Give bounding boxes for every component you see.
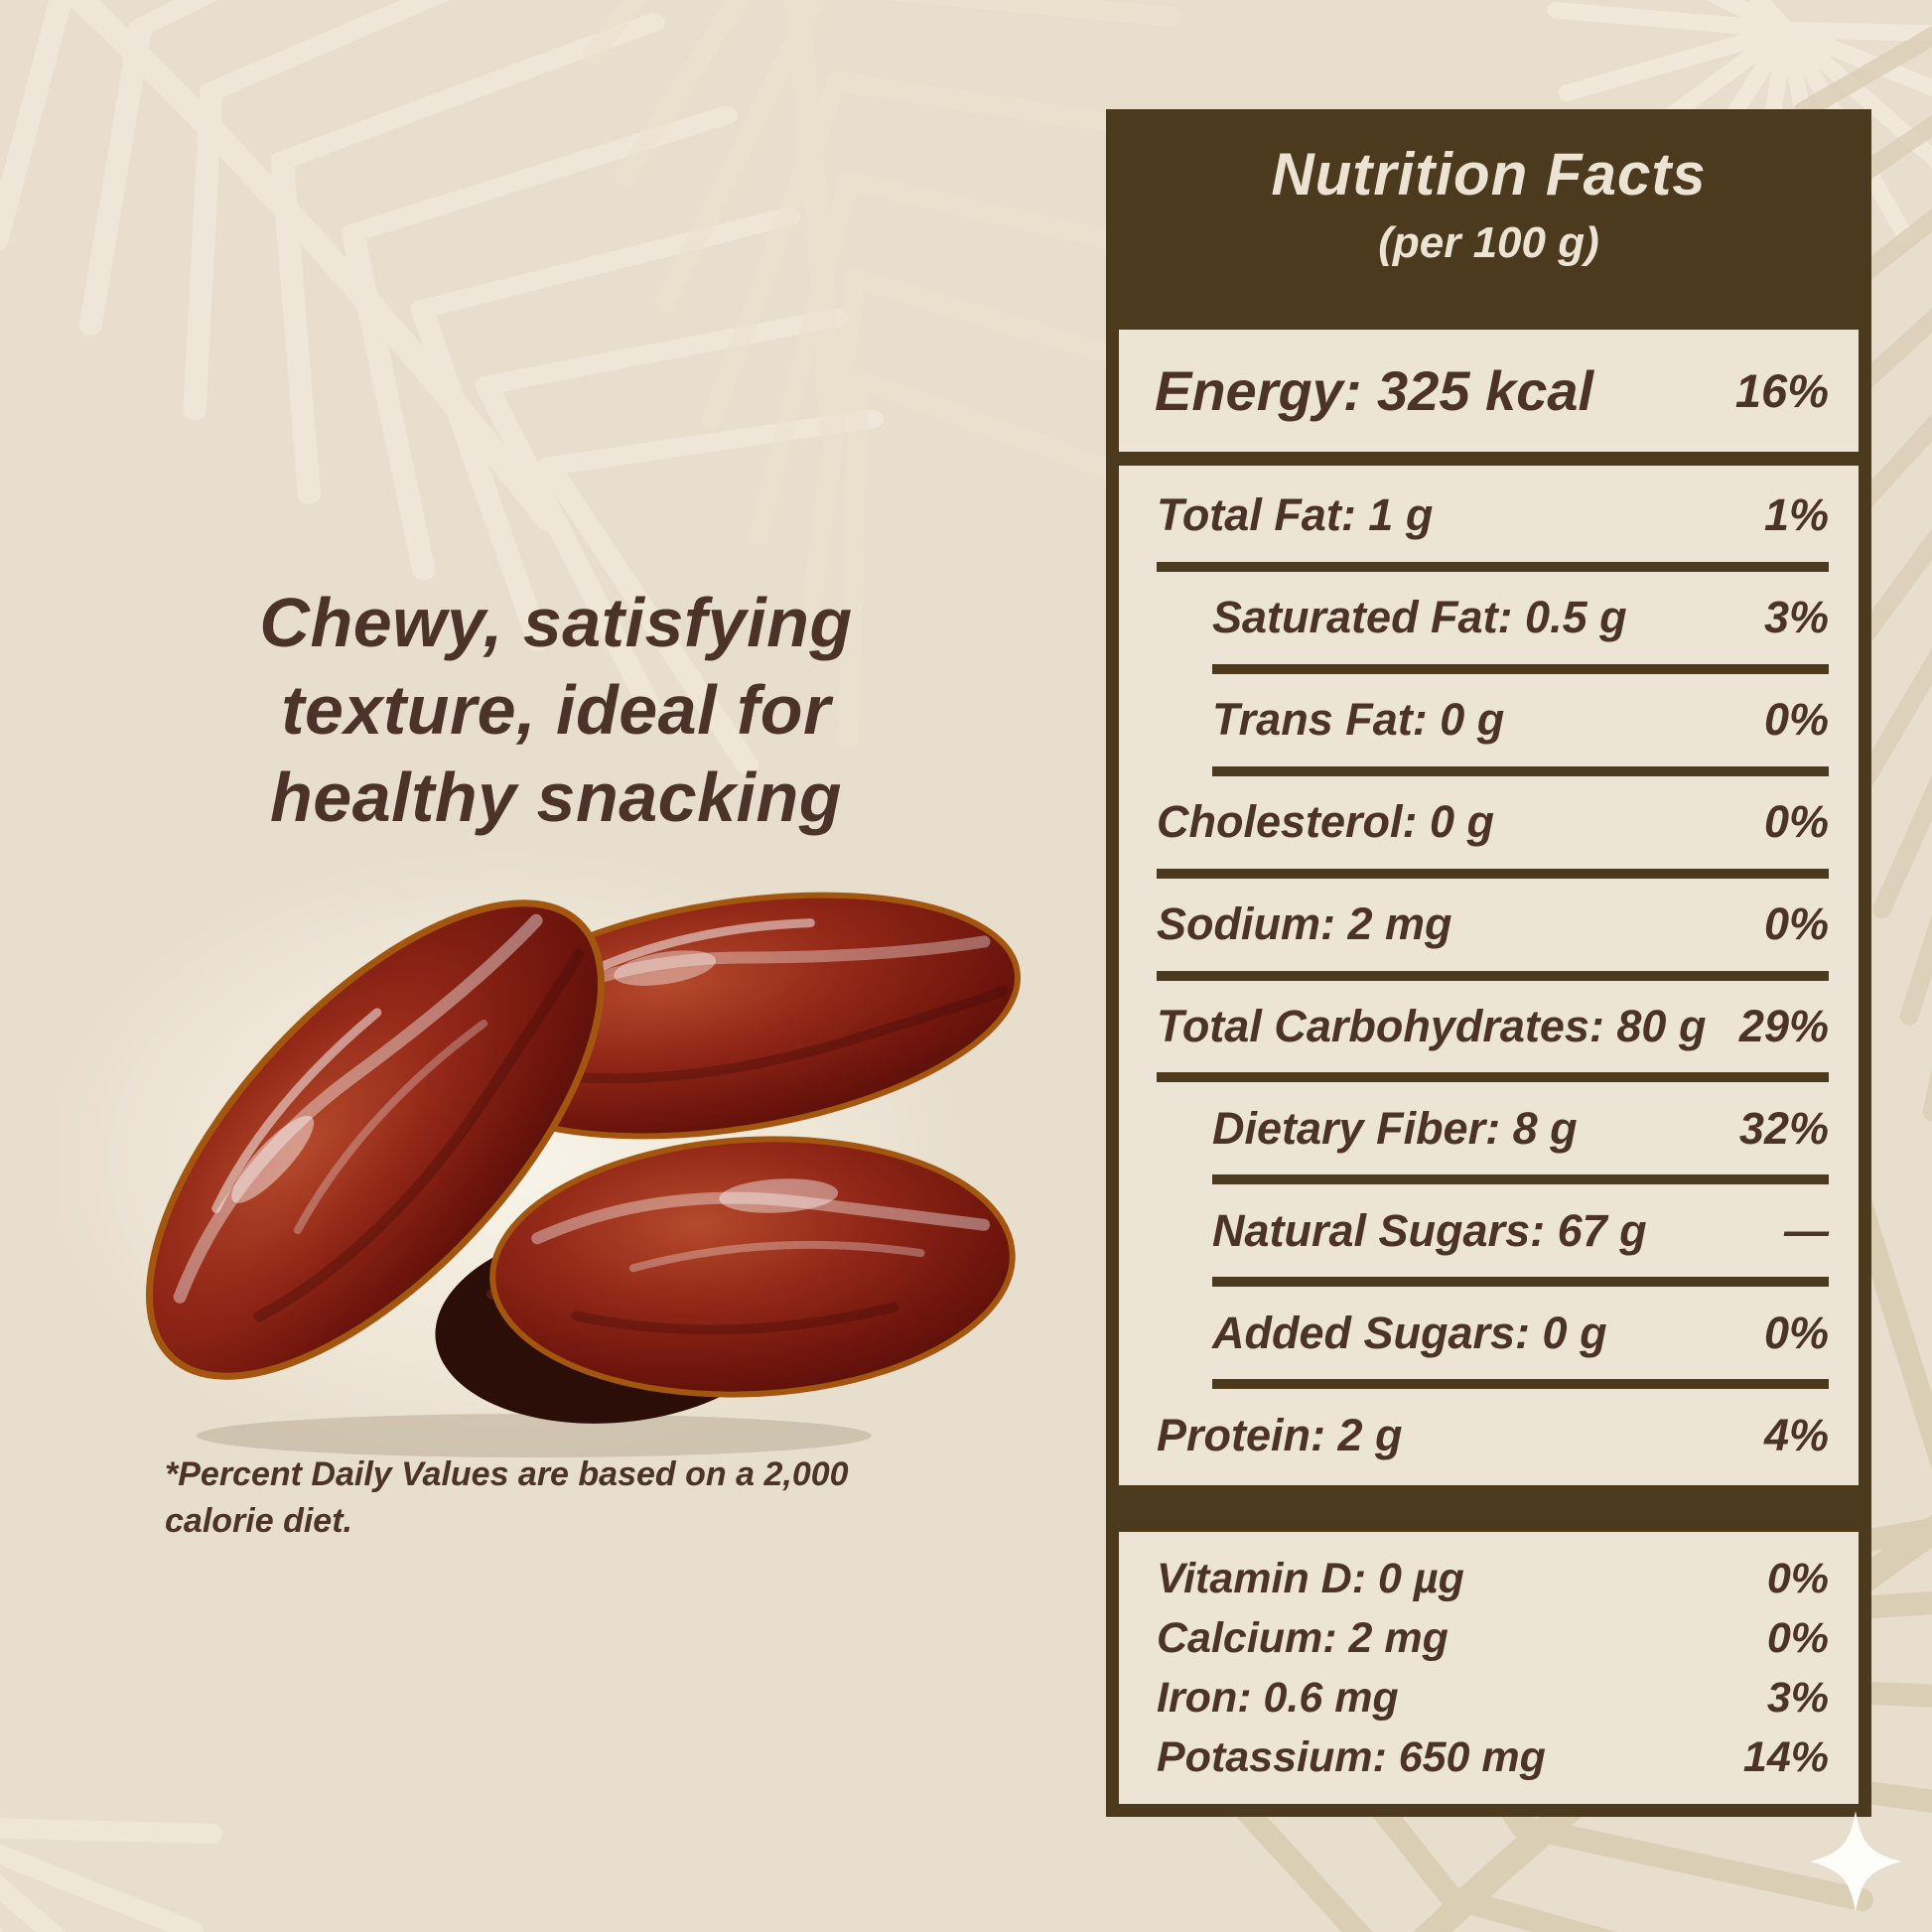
dates-shadow	[197, 1414, 872, 1457]
nutrient-daily-value: 0%	[1763, 1307, 1829, 1358]
row-separator	[1157, 1072, 1829, 1083]
nutrient-label: Added Sugars: 0 g	[1212, 1307, 1607, 1358]
date-fruit-bottom-right	[489, 1136, 1016, 1398]
nutrient-daily-value: 29%	[1738, 1000, 1829, 1051]
nutrient-row: Dietary Fiber: 8 g 32%	[1119, 1082, 1859, 1174]
row-separator	[1157, 970, 1829, 981]
nutrient-label: Total Carbohydrates: 80 g	[1157, 1000, 1707, 1051]
panel-subtitle: (per 100 g)	[1378, 218, 1599, 267]
row-separator	[1212, 663, 1829, 674]
micronutrient-rows: Vitamin D: 0 µg 0% Calcium: 2 mg 0% Iron: 0.…	[1119, 1532, 1859, 1804]
micronutrient-row: Potassium: 650 mg 14%	[1157, 1733, 1829, 1782]
panel-title: Nutrition Facts	[1271, 141, 1707, 207]
nutrient-row: Cholesterol: 0 g 0%	[1119, 776, 1859, 869]
nutrient-label: Trans Fat: 0 g	[1212, 694, 1505, 746]
row-separator	[1212, 1379, 1829, 1390]
micronutrient-label: Vitamin D: 0 µg	[1157, 1554, 1464, 1602]
nutrient-label: Saturated Fat: 0.5 g	[1212, 592, 1627, 643]
nutrient-row: Sodium: 2 mg 0%	[1119, 879, 1859, 971]
micronutrient-label: Iron: 0.6 mg	[1157, 1673, 1399, 1722]
nutrient-label: Natural Sugars: 67 g	[1212, 1204, 1647, 1256]
row-separator	[1157, 561, 1829, 572]
nutrient-row: Total Carbohydrates: 80 g 29%	[1119, 981, 1859, 1073]
nutrient-daily-value: 0%	[1763, 796, 1829, 848]
daily-value-footnote: *Percent Daily Values are based on a 2,0…	[165, 1455, 849, 1540]
micronutrient-daily-value: 0%	[1766, 1613, 1829, 1662]
sparkle-icon	[1810, 1811, 1901, 1912]
micronutrient-daily-value: 3%	[1766, 1673, 1829, 1722]
nutrient-rows: Total Fat: 1 g 1% Saturated Fat: 0.5 g 3% Tr…	[1119, 466, 1859, 1485]
nutrient-daily-value: —	[1784, 1204, 1829, 1256]
row-separator	[1212, 765, 1829, 776]
micronutrient-row: Vitamin D: 0 µg 0%	[1157, 1555, 1829, 1603]
nutrient-row: Total Fat: 1 g 1%	[1119, 470, 1859, 562]
energy-label: Energy: 325 kcal	[1155, 359, 1594, 422]
nutrient-row: Natural Sugars: 67 g —	[1119, 1184, 1859, 1277]
nutrient-daily-value: 4%	[1763, 1409, 1829, 1460]
nutrient-label: Cholesterol: 0 g	[1157, 796, 1495, 848]
row-separator	[1157, 868, 1829, 879]
row-separator	[1212, 1277, 1829, 1288]
energy-daily-value: 16%	[1734, 364, 1829, 417]
micronutrient-daily-value: 14%	[1742, 1732, 1829, 1781]
nutrition-facts-header: Nutrition Facts (per 100 g)	[1119, 122, 1859, 330]
nutrient-daily-value: 0%	[1763, 898, 1829, 950]
nutrient-daily-value: 0%	[1763, 694, 1829, 746]
headline-text: Chewy, satisfying texture, ideal for hea…	[259, 584, 853, 836]
micronutrient-daily-value: 0%	[1766, 1554, 1829, 1602]
panel-divider	[1119, 1485, 1859, 1532]
nutrient-daily-value: 32%	[1738, 1102, 1829, 1154]
nutrient-row: Protein: 2 g 4%	[1119, 1389, 1859, 1481]
nutrient-row: Added Sugars: 0 g 0%	[1119, 1287, 1859, 1379]
dates-photo	[58, 847, 1021, 1471]
nutrient-label: Protein: 2 g	[1157, 1409, 1403, 1460]
palm-burst-bottom-left	[0, 1626, 212, 1932]
micronutrient-row: Iron: 0.6 mg 3%	[1157, 1674, 1829, 1723]
nutrient-daily-value: 3%	[1763, 592, 1829, 643]
micronutrient-label: Potassium: 650 mg	[1157, 1732, 1546, 1781]
energy-row: Energy: 325 kcal 16%	[1119, 330, 1859, 452]
nutrient-row: Trans Fat: 0 g 0%	[1119, 674, 1859, 766]
row-separator	[1212, 1174, 1829, 1185]
micronutrient-label: Calcium: 2 mg	[1157, 1613, 1449, 1662]
nutrition-facts-panel: Nutrition Facts (per 100 g) Energy: 325 …	[1106, 109, 1871, 1817]
micronutrient-row: Calcium: 2 mg 0%	[1157, 1614, 1829, 1663]
nutrient-label: Total Fat: 1 g	[1157, 489, 1434, 541]
nutrient-daily-value: 1%	[1763, 489, 1829, 541]
panel-divider	[1119, 452, 1859, 466]
date-fruit-left	[146, 899, 605, 1380]
nutrient-label: Sodium: 2 mg	[1157, 898, 1452, 950]
nutrient-label: Dietary Fiber: 8 g	[1212, 1102, 1578, 1154]
nutrient-row: Saturated Fat: 0.5 g 3%	[1119, 572, 1859, 664]
